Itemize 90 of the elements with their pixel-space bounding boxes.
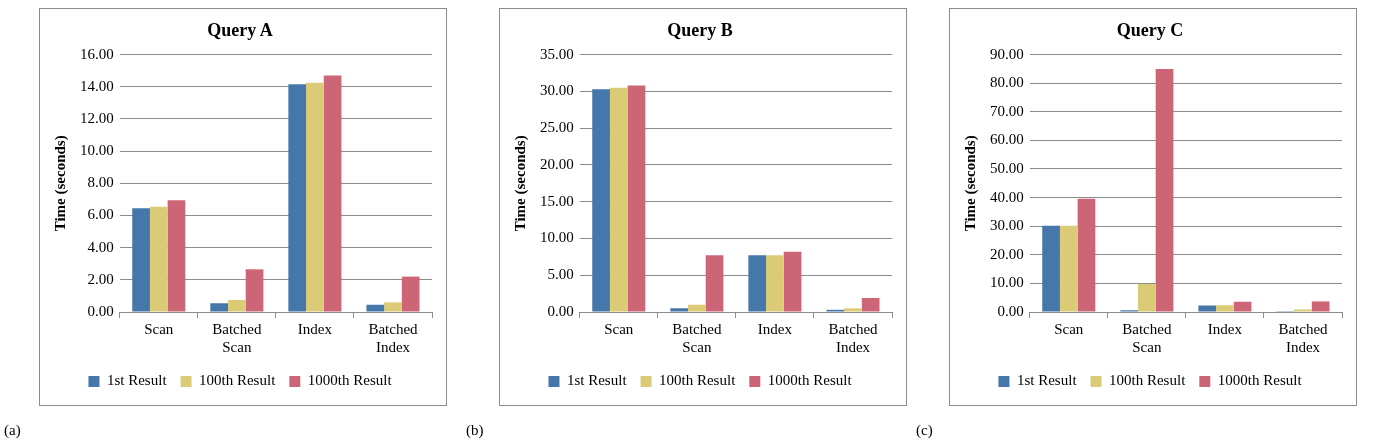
bar (1294, 309, 1312, 312)
x-tick-label: Scan (144, 320, 174, 337)
bar (1311, 301, 1330, 312)
bar (844, 308, 862, 312)
bar (167, 200, 186, 312)
y-tick-label: 6.00 (87, 206, 114, 223)
bar (783, 251, 802, 312)
y-tick-label: 35.00 (540, 45, 574, 62)
bar (1198, 305, 1217, 312)
bar (132, 208, 150, 312)
text: (a) (4, 422, 21, 439)
legend-label: 1000th Result (767, 372, 853, 389)
bar (228, 299, 246, 312)
x-tick-label: Batched Index (368, 320, 419, 355)
y-tick-label: 10.00 (80, 142, 114, 159)
bar (149, 206, 168, 312)
x-tick-label: Scan (604, 320, 634, 337)
y-tick-label: 0.00 (547, 302, 574, 319)
bar (306, 82, 324, 312)
bar (748, 255, 767, 312)
bar (705, 255, 724, 312)
bar (861, 298, 880, 312)
bar (401, 276, 420, 312)
x-tick-label: Scan (1054, 320, 1084, 337)
y-tick-label: 8.00 (87, 174, 114, 191)
y-tick-label: 2.00 (87, 270, 114, 287)
legend-label: 1st Result (106, 372, 168, 389)
bar (766, 255, 784, 312)
legend-label: 100th Result (199, 372, 277, 389)
bar (366, 304, 385, 312)
y-tick-label: 40.00 (990, 188, 1024, 205)
bar (384, 302, 402, 312)
y-tick-label: 30.00 (990, 217, 1024, 234)
x-tick-label: Index (297, 320, 333, 337)
y-tick-label: 60.00 (990, 131, 1024, 148)
y-axis-title: Time (seconds) (961, 135, 979, 232)
y-tick-label: 30.00 (540, 82, 574, 99)
y-tick-label: 10.00 (990, 274, 1024, 291)
bar (688, 304, 706, 312)
bar (1059, 225, 1078, 312)
y-tick-label: 4.00 (87, 238, 114, 255)
chart-title: Query A (207, 20, 273, 41)
y-tick-label: 0.00 (87, 302, 114, 319)
legend-label: 100th Result (659, 372, 737, 389)
y-tick-label: 70.00 (990, 102, 1024, 119)
x-tick-label: Batched Index (828, 320, 879, 355)
bar (592, 89, 610, 312)
bar (1233, 301, 1252, 312)
x-tick-label: Batched Scan (1122, 320, 1172, 355)
chart-title: Query B (667, 20, 733, 41)
y-axis-title: Time (seconds) (511, 135, 529, 232)
x-tick-label: Batched Scan (212, 320, 262, 355)
x-tick-label: Index (1207, 320, 1243, 337)
y-tick-label: 14.00 (80, 77, 114, 94)
x-tick-label: Index (757, 320, 793, 337)
y-tick-label: 50.00 (990, 159, 1024, 176)
bar (1042, 225, 1060, 312)
y-tick-label: 10.00 (540, 229, 574, 246)
bar (288, 84, 307, 312)
y-tick-label: 12.00 (80, 109, 114, 126)
y-tick-label: 25.00 (540, 119, 574, 136)
y-tick-label: 5.00 (547, 266, 574, 283)
chart-title: Query C (1116, 20, 1184, 41)
x-tick-label: Batched Scan (672, 320, 722, 355)
bar (323, 75, 342, 312)
y-tick-label: 0.00 (997, 302, 1024, 319)
text: (c) (916, 422, 933, 439)
bar (210, 303, 228, 312)
bar (1077, 198, 1096, 312)
legend-label: 1st Result (1016, 372, 1078, 389)
y-tick-label: 15.00 (540, 192, 574, 209)
bar (670, 308, 688, 312)
legend-label: 100th Result (1109, 372, 1187, 389)
bar (1216, 305, 1234, 312)
legend-label: 1000th Result (307, 372, 393, 389)
y-tick-label: 90.00 (990, 45, 1024, 62)
bar (245, 269, 264, 312)
bar (1155, 68, 1174, 312)
legend-label: 1000th Result (1217, 372, 1303, 389)
bar (1138, 283, 1156, 312)
x-tick-label: Batched Index (1278, 320, 1329, 355)
legend-label: 1st Result (566, 372, 628, 389)
y-axis-title: Time (seconds) (51, 135, 69, 232)
bar (609, 87, 628, 312)
y-tick-label: 16.00 (80, 45, 114, 62)
y-tick-label: 20.00 (540, 155, 574, 172)
bar (627, 85, 646, 312)
y-tick-label: 20.00 (990, 245, 1024, 262)
y-tick-label: 80.00 (990, 74, 1024, 91)
text: (b) (466, 422, 484, 439)
